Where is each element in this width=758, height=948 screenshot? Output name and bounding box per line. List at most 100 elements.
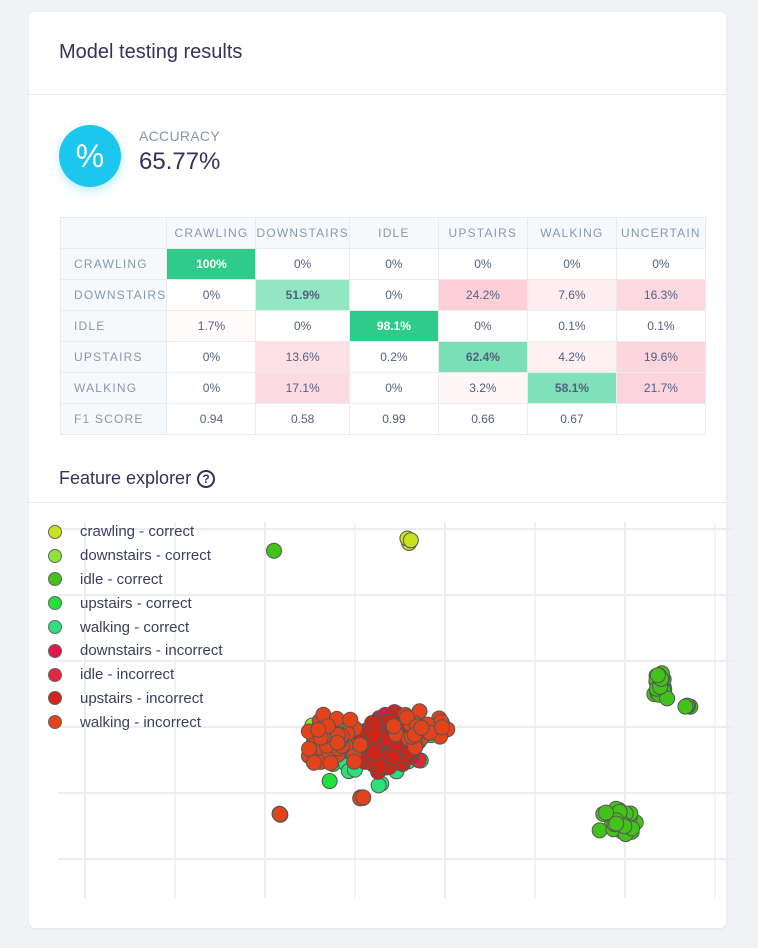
legend-marker [48, 667, 62, 682]
matrix-cell: 0.2% [348, 341, 439, 373]
scatter-point[interactable] [342, 711, 359, 728]
scatter-point[interactable] [402, 532, 419, 549]
matrix-row: IDLE 1.7% 0% 98.1% 0% 0.1% 0.1% [59, 310, 706, 342]
feature-explorer-label: Feature explorer [59, 468, 192, 488]
scatter-point[interactable] [366, 744, 383, 761]
scatter-point[interactable] [649, 667, 666, 684]
percent-icon: % [59, 125, 121, 187]
matrix-cell: 0% [348, 248, 439, 280]
legend-item[interactable]: walking - correct [48, 615, 223, 639]
scatter-point[interactable] [346, 753, 363, 770]
legend-item[interactable]: upstairs - correct [48, 591, 223, 615]
legend-item[interactable]: downstairs - incorrect [48, 639, 223, 663]
scatter-point[interactable] [608, 815, 625, 832]
scatter-point[interactable] [371, 758, 388, 775]
matrix-cell: 1.7% [166, 310, 257, 342]
legend-item[interactable]: downstairs - correct [48, 544, 223, 568]
legend-item[interactable]: crawling - correct [48, 520, 223, 544]
model-testing-card: Model testing results % ACCURACY 65.77% … [29, 12, 726, 928]
scatter-point[interactable] [370, 777, 387, 794]
legend-marker [48, 715, 62, 730]
scatter-point[interactable] [301, 740, 318, 757]
matrix-row: DOWNSTAIRS 0% 51.9% 0% 24.2% 7.6% 16.3% [59, 279, 706, 311]
row-header: CRAWLING [59, 248, 168, 280]
legend-label: idle - incorrect [80, 666, 175, 684]
matrix-row: WALKING 0% 17.1% 0% 3.2% 58.1% 21.7% [59, 372, 706, 404]
legend: crawling - correct downstairs - correct id… [48, 520, 223, 734]
scatter-point[interactable] [398, 709, 415, 726]
f1-cell: 0.67 [526, 403, 617, 435]
legend-marker [48, 643, 62, 658]
matrix-cell: 51.9% [255, 279, 350, 311]
matrix-cell: 21.7% [615, 372, 706, 404]
scatter-point[interactable] [597, 804, 614, 821]
f1-cell [615, 403, 706, 435]
legend-item[interactable]: idle - correct [48, 568, 223, 592]
column-header: CRAWLING [166, 217, 257, 249]
scatter-point[interactable] [310, 721, 327, 738]
accuracy-block: % ACCURACY 65.77% [59, 125, 220, 187]
legend-item[interactable]: upstairs - incorrect [48, 687, 223, 711]
legend-label: downstairs - correct [80, 547, 211, 565]
matrix-cell: 100% [166, 248, 257, 280]
scatter-point[interactable] [352, 736, 369, 753]
row-header: WALKING [59, 372, 168, 404]
legend-item[interactable]: idle - incorrect [48, 663, 223, 687]
column-header: DOWNSTAIRS [255, 217, 350, 249]
matrix-cell: 0.1% [615, 310, 706, 342]
matrix-cell: 13.6% [255, 341, 350, 373]
matrix-cell: 7.6% [526, 279, 617, 311]
scatter-point[interactable] [266, 542, 282, 559]
legend-item[interactable]: walking - incorrect [48, 710, 223, 734]
matrix-cell: 0% [437, 310, 528, 342]
scatter-point[interactable] [413, 719, 430, 736]
legend-label: upstairs - incorrect [80, 689, 204, 707]
divider [29, 502, 726, 503]
card-title: Model testing results [29, 12, 726, 95]
scatter-point[interactable] [591, 822, 608, 839]
f1-cell: 0.94 [166, 403, 257, 435]
column-header: UNCERTAIN [615, 217, 706, 249]
row-header: F1 SCORE [59, 403, 168, 435]
question-circle-icon[interactable]: ? [197, 469, 216, 488]
matrix-cell: 0% [437, 248, 528, 280]
legend-label: crawling - correct [80, 523, 195, 541]
matrix-cell: 17.1% [255, 372, 350, 404]
matrix-cell: 62.4% [437, 341, 528, 373]
legend-marker [48, 524, 62, 539]
legend-marker [48, 596, 62, 611]
matrix-cell: 0% [615, 248, 706, 280]
scatter-point[interactable] [366, 726, 383, 743]
scatter-point[interactable] [385, 749, 402, 766]
scatter-point[interactable] [329, 734, 346, 751]
corner-cell [59, 217, 168, 249]
matrix-cell: 98.1% [348, 310, 439, 342]
scatter-point[interactable] [677, 698, 694, 715]
feature-explorer-title: Feature explorer ? [59, 468, 216, 489]
matrix-cell: 58.1% [526, 372, 617, 404]
row-header: UPSTAIRS [59, 341, 168, 373]
legend-marker [48, 572, 62, 587]
matrix-cell: 3.2% [437, 372, 528, 404]
matrix-cell: 0% [166, 341, 257, 373]
scatter-point[interactable] [434, 719, 451, 736]
scatter-point[interactable] [355, 789, 372, 806]
matrix-cell: 0% [255, 310, 350, 342]
legend-marker [48, 620, 62, 635]
accuracy-label: ACCURACY [139, 128, 220, 144]
f1-cell: 0.99 [348, 403, 439, 435]
row-header: DOWNSTAIRS [59, 279, 168, 311]
legend-label: downstairs - incorrect [80, 642, 223, 660]
scatter-point[interactable] [385, 718, 402, 735]
matrix-cell: 0% [348, 372, 439, 404]
scatter-point[interactable] [321, 773, 338, 790]
legend-marker [48, 548, 62, 563]
scatter-point[interactable] [305, 754, 322, 771]
matrix-cell: 0% [526, 248, 617, 280]
scatter-point[interactable] [322, 754, 339, 771]
accuracy-value: 65.77% [139, 148, 221, 175]
legend-label: walking - correct [80, 618, 190, 636]
matrix-cell: 0% [255, 248, 350, 280]
scatter-point[interactable] [271, 806, 288, 823]
